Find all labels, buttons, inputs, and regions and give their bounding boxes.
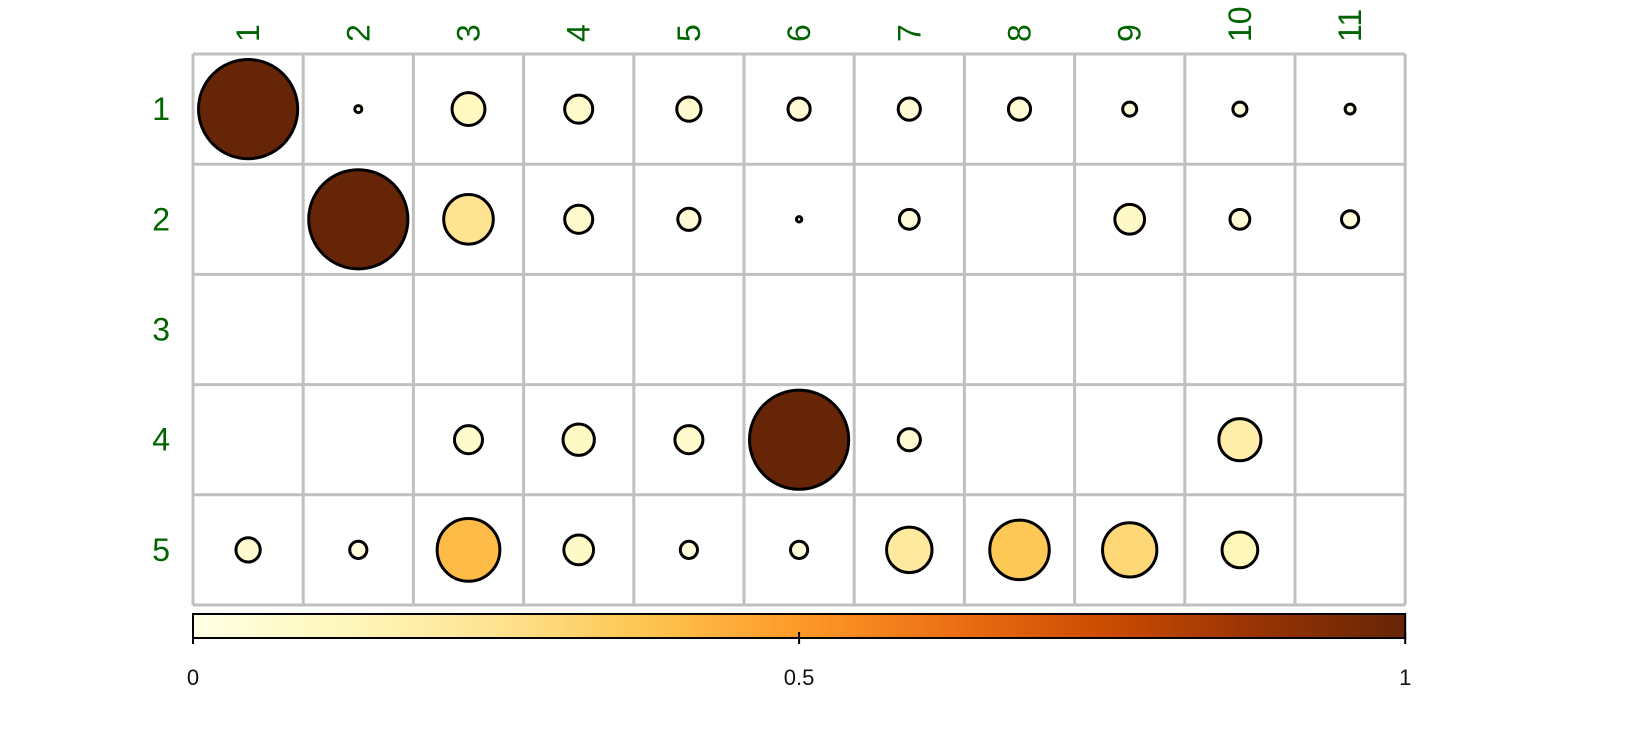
bubble-r2-c7 [897,207,921,231]
row-label: 4 [152,422,170,458]
column-label: 11 [1332,9,1368,42]
column-label: 10 [1222,6,1258,42]
bubble-r1-c8 [1006,96,1033,122]
column-label: 8 [1002,24,1038,42]
bubble-r5-c5 [678,539,699,560]
bubble-r2-c2 [307,168,410,271]
bubble-r4-c10 [1217,417,1263,463]
bubble-r4-c3 [452,424,485,456]
column-labels: 1 2 3 4 5 6 7 8 9 10 11 [230,6,1368,42]
row-label: 2 [152,201,170,237]
column-label: 6 [781,24,817,42]
bubble-r1-c2 [353,104,364,115]
column-label: 3 [451,24,487,42]
column-label: 5 [671,24,707,42]
color-legend: 0 0.5 1 [187,613,1411,690]
bubble-r2-c9 [1113,202,1147,236]
column-label: 4 [561,24,597,42]
grid [191,52,1407,607]
column-label: 7 [891,24,927,42]
column-label: 2 [340,24,376,42]
bubble-r4-c6 [748,388,851,491]
bubbles [197,58,1361,583]
row-label: 3 [152,312,170,348]
bubble-r4-c4 [561,422,596,457]
row-labels: 1 2 3 4 5 [152,91,170,568]
legend-tick-label: 1 [1399,665,1411,690]
bubble-r5-c3 [435,517,502,583]
column-label: 9 [1112,24,1148,42]
bubble-r5-c2 [348,539,369,560]
bubble-r1-c4 [563,93,595,125]
bubble-r1-c10 [1231,100,1249,118]
bubble-r1-c9 [1121,100,1139,118]
bubble-r4-c7 [896,427,922,453]
bubble-r1-c5 [675,95,703,123]
bubble-r4-c5 [673,424,705,456]
bubble-r5-c8 [988,518,1051,582]
bubble-r5-c6 [789,539,810,560]
row-label: 1 [152,91,170,127]
bubble-r1-c11 [1343,102,1357,116]
bubble-r5-c1 [234,536,262,564]
row-label: 5 [152,532,170,568]
bubble-r5-c10 [1220,530,1260,570]
column-label: 1 [230,24,266,42]
bubble-r2-c10 [1228,207,1252,231]
bubble-r2-c5 [676,206,702,232]
bubble-r1-c7 [896,96,922,122]
bubble-r1-c3 [450,91,487,128]
bubble-r1-c1 [197,58,300,161]
bubble-r2-c4 [563,203,595,235]
bubble-r2-c11 [1340,209,1361,230]
bubble-r2-c3 [442,193,495,246]
bubble-r5-c7 [885,525,934,575]
legend-tick-label: 0.5 [784,665,815,690]
legend-tick-label: 0 [187,665,199,690]
bubble-r2-c6 [794,215,804,224]
bubble-r5-c9 [1101,521,1159,579]
bubble-r1-c6 [786,96,812,122]
bubble-r5-c4 [562,533,596,567]
